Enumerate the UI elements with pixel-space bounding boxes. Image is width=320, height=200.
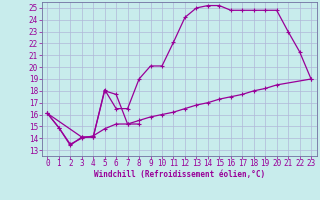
X-axis label: Windchill (Refroidissement éolien,°C): Windchill (Refroidissement éolien,°C): [94, 170, 265, 179]
